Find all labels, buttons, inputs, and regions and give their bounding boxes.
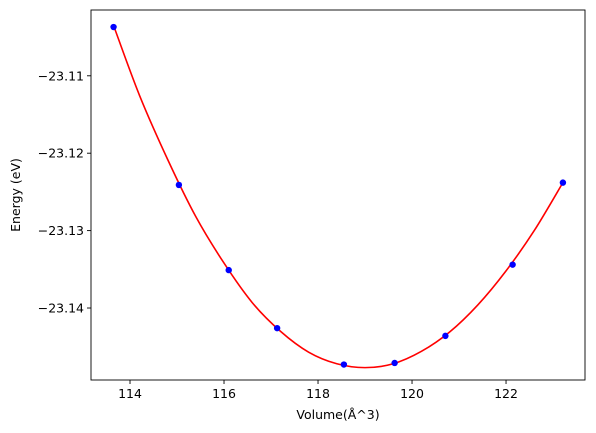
- x-tick-label: 114: [118, 386, 142, 401]
- data-point: [110, 23, 117, 31]
- data-point: [273, 324, 281, 332]
- data-point: [340, 361, 348, 368]
- data-point: [559, 179, 567, 186]
- x-tick-label: 118: [306, 386, 330, 401]
- data-point: [225, 266, 232, 274]
- y-tick-label: −23.14: [38, 301, 84, 316]
- series-layer: [110, 23, 567, 369]
- data-point: [175, 181, 183, 189]
- x-tick-label: 120: [400, 386, 424, 401]
- y-tick-label: −23.11: [38, 68, 84, 83]
- data-point: [442, 332, 449, 340]
- plot-area-frame: [90, 9, 586, 381]
- data-point: [509, 261, 516, 268]
- x-tick-label: 116: [212, 386, 236, 401]
- x-axis: 114 116 118 120 122: [118, 380, 518, 401]
- y-tick-label: −23.12: [38, 146, 84, 161]
- fit-curve-line: [112, 25, 564, 369]
- x-tick-label: 122: [494, 386, 518, 401]
- y-axis: −23.11 −23.12 −23.13 −23.14: [38, 68, 91, 316]
- y-tick-label: −23.13: [38, 223, 84, 238]
- x-axis-label: Volume(Å^3): [296, 407, 379, 422]
- data-point: [391, 359, 398, 367]
- y-axis-label: Energy (eV): [8, 158, 23, 232]
